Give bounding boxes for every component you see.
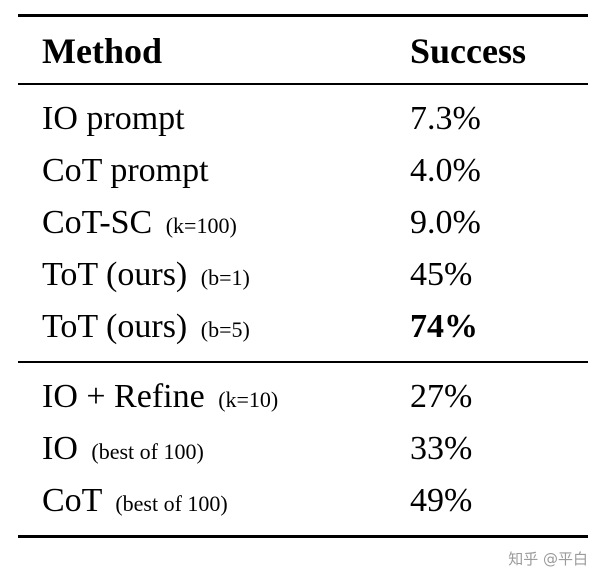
success-value: 9.0% xyxy=(410,204,481,241)
method-note: (best of 100) xyxy=(115,491,228,516)
method-label: IO xyxy=(42,430,78,467)
method-cell: CoT (best of 100) xyxy=(42,475,410,530)
method-label: IO + Refine xyxy=(42,378,205,415)
header-success: Success xyxy=(410,31,526,71)
method-cell: CoT-SC (k=100) xyxy=(42,197,410,252)
header-method: Method xyxy=(42,31,162,71)
table-group-1: IO prompt 7.3% CoT prompt 4.0% CoT-SC (k… xyxy=(18,85,588,361)
method-cell: IO + Refine (k=10) xyxy=(42,371,410,426)
method-cell: ToT (ours) (b=5) xyxy=(42,301,410,356)
table-row: IO (best of 100) 33% xyxy=(18,423,588,475)
method-label: CoT prompt xyxy=(42,152,209,189)
method-label: ToT (ours) xyxy=(42,308,188,345)
method-label: ToT (ours) xyxy=(42,256,188,293)
method-note: (b=5) xyxy=(200,317,250,342)
table-header-row: Method Success xyxy=(18,17,588,83)
method-label: IO prompt xyxy=(42,100,185,137)
method-label: CoT xyxy=(42,482,102,519)
top-rule xyxy=(18,14,588,17)
success-value: 27% xyxy=(410,378,473,415)
success-value: 7.3% xyxy=(410,100,481,137)
table-row: IO + Refine (k=10) 27% xyxy=(18,371,588,423)
method-note: (b=1) xyxy=(200,265,250,290)
success-value: 45% xyxy=(410,256,473,293)
table-row: ToT (ours) (b=5) 74% xyxy=(18,301,588,353)
success-value: 4.0% xyxy=(410,152,481,189)
bottom-rule xyxy=(18,535,588,538)
table-row: CoT-SC (k=100) 9.0% xyxy=(18,197,588,249)
success-value: 49% xyxy=(410,482,473,519)
table-row: CoT prompt 4.0% xyxy=(18,145,588,197)
method-note: (best of 100) xyxy=(91,439,204,464)
header-rule xyxy=(18,83,588,85)
method-cell: ToT (ours) (b=1) xyxy=(42,249,410,304)
success-value: 74% xyxy=(410,308,478,345)
method-label: CoT-SC xyxy=(42,204,153,241)
method-cell: CoT prompt xyxy=(42,145,410,200)
method-cell: IO (best of 100) xyxy=(42,423,410,478)
method-note: (k=10) xyxy=(218,387,279,412)
table-row: IO prompt 7.3% xyxy=(18,93,588,145)
watermark-text: 知乎 @平白 xyxy=(508,550,588,568)
method-cell: IO prompt xyxy=(42,93,410,148)
table-row: ToT (ours) (b=1) 45% xyxy=(18,249,588,301)
success-value: 33% xyxy=(410,430,473,467)
table-group-2: IO + Refine (k=10) 27% IO (best of 100) … xyxy=(18,363,588,535)
mid-rule xyxy=(18,361,588,363)
table-row: CoT (best of 100) 49% xyxy=(18,475,588,527)
results-table: Method Success IO prompt 7.3% CoT prompt… xyxy=(18,14,588,538)
method-note: (k=100) xyxy=(165,213,237,238)
